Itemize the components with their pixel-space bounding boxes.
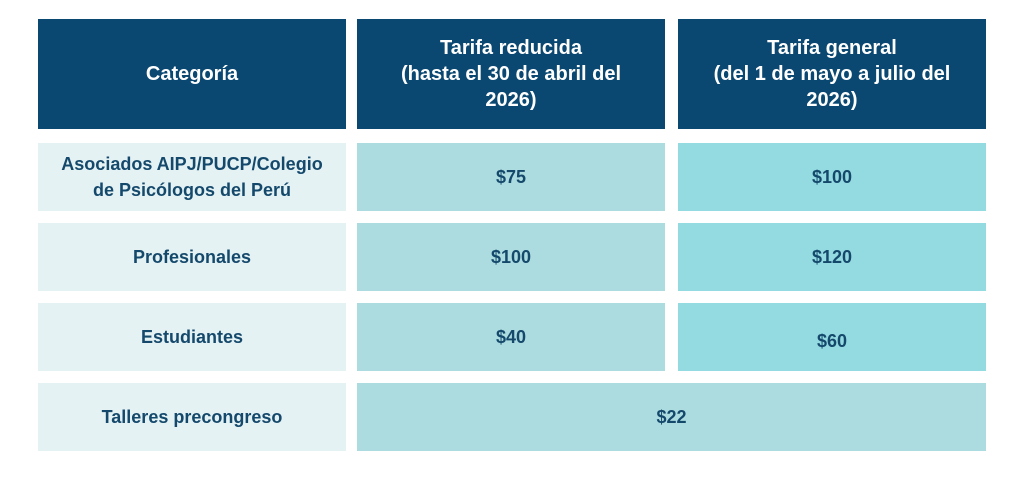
general-price: $60 [816,330,848,351]
category-label: Estudiantes [140,327,244,347]
general-price: $120 [811,246,853,267]
reduced-price-cell: $75 [357,143,665,211]
category-label: Profesionales [132,247,252,267]
general-price: $100 [811,166,853,187]
header-reduced-rate: Tarifa reducida (hasta el 30 de abril de… [357,19,665,129]
general-price-cell: $60 [678,303,986,371]
general-price-cell: $100 [678,143,986,211]
header-category-label: Categoría [145,63,239,85]
header-general-rate-label: Tarifa general (del 1 de mayo a julio de… [713,37,951,111]
reduced-price-cell: $40 [357,303,665,371]
reduced-price: $75 [495,166,527,187]
reduced-price-cell: $100 [357,223,665,291]
header-general-rate: Tarifa general (del 1 de mayo a julio de… [678,19,986,129]
table-row-category: Talleres precongreso [38,383,346,451]
table-row-category: Profesionales [38,223,346,291]
workshops-price-cell: $22 [357,383,986,451]
general-price-cell: $120 [678,223,986,291]
category-label: Asociados AIPJ/PUCP/Colegio de Psicólogo… [61,154,323,200]
reduced-price: $40 [495,326,527,347]
table-row-category: Asociados AIPJ/PUCP/Colegio de Psicólogo… [38,143,346,211]
category-label: Talleres precongreso [101,407,283,427]
reduced-price: $100 [490,246,532,267]
header-reduced-rate-label: Tarifa reducida (hasta el 30 de abril de… [400,37,622,111]
header-category: Categoría [38,19,346,129]
table-row-category: Estudiantes [38,303,346,371]
workshops-price: $22 [656,406,687,427]
